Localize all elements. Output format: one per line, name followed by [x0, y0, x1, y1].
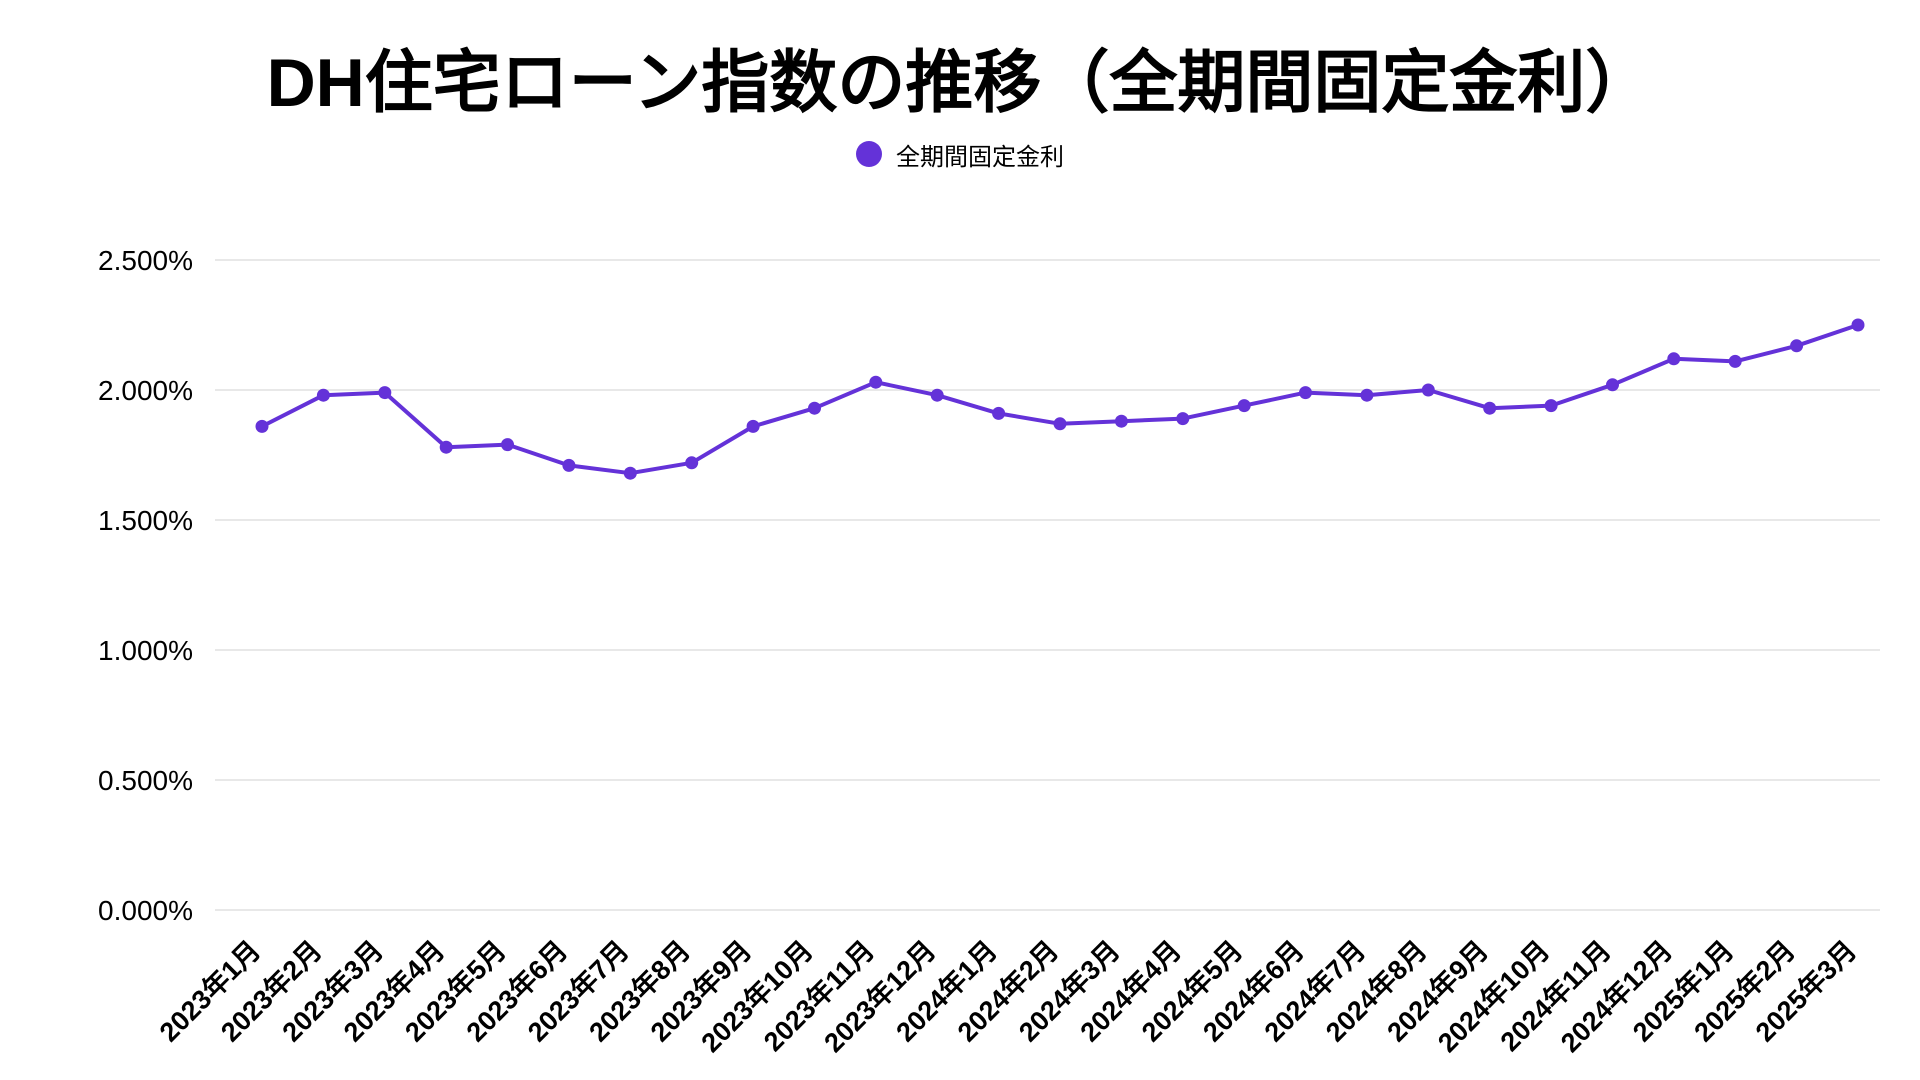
data-point[interactable] [623, 466, 637, 480]
data-point[interactable] [1299, 386, 1312, 400]
data-point[interactable] [1606, 378, 1619, 392]
data-point[interactable] [746, 419, 760, 433]
y-axis-tick-label: 0.000% [98, 895, 193, 926]
data-point[interactable] [1483, 401, 1497, 415]
data-point[interactable] [501, 438, 514, 452]
data-point[interactable] [1237, 399, 1251, 413]
series-line [260, 323, 1860, 476]
data-point[interactable] [1176, 412, 1190, 426]
legend-marker-icon [856, 141, 882, 168]
data-point[interactable] [1790, 339, 1804, 353]
data-point[interactable] [1114, 414, 1128, 428]
y-axis-tick-label: 2.500% [98, 245, 193, 276]
legend-series-label: 全期間固定金利 [896, 143, 1064, 171]
data-point[interactable] [685, 456, 699, 470]
data-point[interactable] [1728, 354, 1742, 368]
data-point[interactable] [869, 375, 883, 389]
chart-area: 0.000% 0.500% 1.000% 1.500% 2.000% 2.500% 2023… [0, 225, 1920, 1080]
chart-legend[interactable]: 全期間固定金利 [0, 137, 1920, 172]
y-axis-tick-label: 2.000% [98, 375, 193, 406]
data-point[interactable] [1544, 399, 1558, 413]
data-point[interactable] [1851, 318, 1865, 332]
data-point[interactable] [562, 458, 576, 472]
data-point[interactable] [1053, 417, 1067, 431]
data-point[interactable] [378, 386, 392, 400]
data-point[interactable] [1360, 388, 1374, 402]
y-axis-tick-label: 1.000% [98, 635, 193, 666]
data-point[interactable] [255, 419, 269, 433]
data-point[interactable] [808, 401, 821, 415]
chart-title: DH住宅ローン指数の推移（全期間固定金利） [266, 45, 1654, 121]
data-point[interactable] [316, 388, 330, 402]
data-point[interactable] [439, 440, 453, 454]
y-axis-tick-label: 1.500% [98, 505, 193, 536]
data-point[interactable] [1667, 352, 1681, 366]
y-axis-tick-label: 0.500% [98, 765, 193, 796]
line-chart: 0.000%0.500%1.000%1.500%2.000%2.500%2023… [98, 245, 1880, 1058]
data-point[interactable] [992, 406, 1006, 420]
data-point[interactable] [1421, 383, 1435, 397]
data-point[interactable] [930, 388, 944, 402]
